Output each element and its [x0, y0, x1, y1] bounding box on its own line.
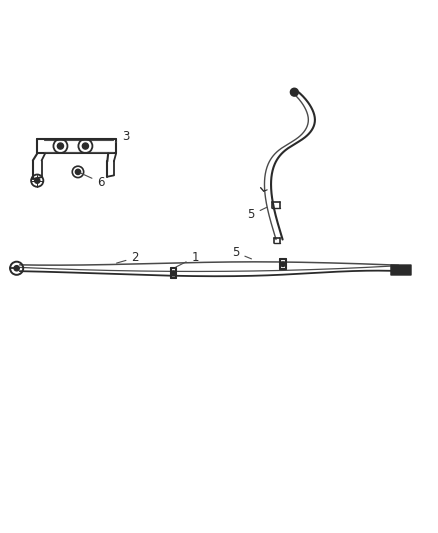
Circle shape — [290, 88, 298, 96]
Text: 5: 5 — [247, 207, 267, 221]
Circle shape — [14, 265, 19, 271]
Circle shape — [281, 262, 285, 266]
FancyBboxPatch shape — [390, 264, 412, 276]
Text: 2: 2 — [117, 251, 139, 264]
Circle shape — [35, 178, 40, 183]
Text: 5: 5 — [232, 246, 251, 259]
Text: 3: 3 — [115, 130, 129, 143]
Text: 6: 6 — [81, 173, 105, 189]
Circle shape — [75, 169, 81, 174]
Circle shape — [82, 143, 88, 149]
Circle shape — [57, 143, 64, 149]
Circle shape — [171, 271, 176, 275]
Text: 1: 1 — [176, 251, 199, 267]
